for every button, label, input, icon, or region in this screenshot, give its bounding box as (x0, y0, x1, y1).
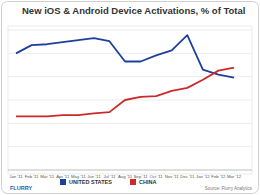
grid-line (8, 53, 252, 54)
x-tick-label: Dec '11 (180, 174, 195, 179)
legend-label: CHINA (139, 179, 156, 185)
grid-line (8, 76, 252, 77)
x-tick-label: Mar '11 (40, 174, 54, 179)
x-tick-label: Jan '11 (9, 174, 23, 179)
logo-text: FLURRY (10, 185, 32, 191)
grid-line (8, 123, 252, 124)
grid-line (8, 30, 252, 31)
x-tick-label: Apr '11 (56, 174, 70, 179)
x-tick-label: Aug '11 (118, 174, 133, 179)
frame (2, 2, 259, 194)
title: New iOS & Android Device Activations, % … (22, 5, 245, 16)
x-tick-label: Mar '12 (227, 174, 242, 179)
x-axis-line (8, 170, 252, 171)
grid-line (8, 146, 252, 147)
source-text: Source: Flurry Analytics (205, 186, 253, 191)
chart-container: New iOS & Android Device Activations, % … (0, 0, 260, 195)
legend-swatch (60, 179, 66, 185)
grid-line (8, 170, 252, 171)
series-group (16, 35, 234, 116)
series-line (16, 68, 234, 117)
chart-svg: New iOS & Android Device Activations, % … (0, 0, 260, 195)
series-line (16, 35, 234, 77)
legend-label: UNITED STATES (69, 179, 112, 185)
x-tick-label: Nov '11 (165, 174, 180, 179)
plot-area (8, 26, 252, 174)
x-tick-label: Feb '11 (25, 174, 39, 179)
x-tick-label: Jan '12 (196, 174, 210, 179)
legend-swatch (130, 179, 136, 185)
x-tick-label: Feb '12 (211, 174, 226, 179)
